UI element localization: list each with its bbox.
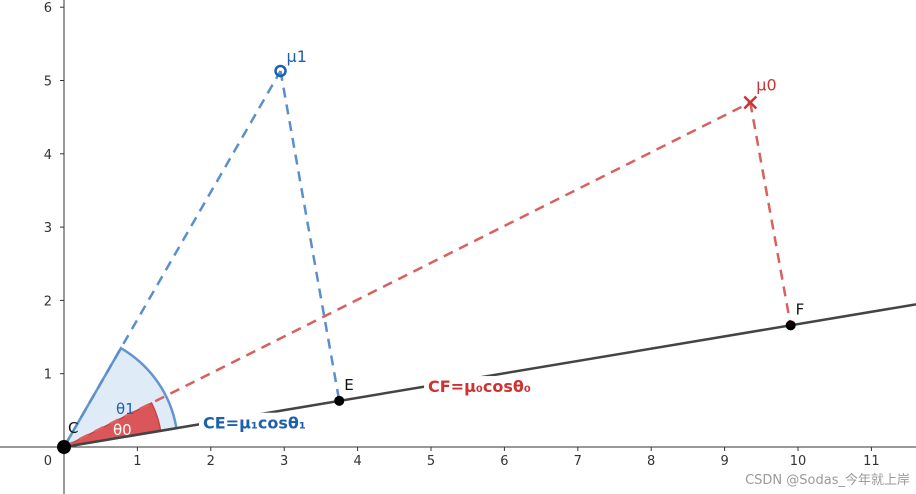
watermark: CSDN @Sodas_今年就上岸 xyxy=(745,473,910,488)
label-c: C xyxy=(68,419,78,437)
formula-ce-background xyxy=(199,412,310,434)
x-tick-label: 9 xyxy=(720,454,728,469)
x-tick-label: 0 xyxy=(44,454,52,469)
formula-cf-background xyxy=(424,376,535,398)
vector-c-to-mu1 xyxy=(62,70,282,448)
x-tick-labels: 0 1 2 3 4 5 6 7 8 9 10 11 xyxy=(44,447,880,469)
point-f xyxy=(785,320,796,331)
formula-cf: CF=μ₀cosθ₀ xyxy=(428,377,531,396)
y-tick-label: 4 xyxy=(44,148,52,163)
x-tick-label: 4 xyxy=(353,454,361,469)
x-tick-label: 5 xyxy=(427,454,435,469)
x-tick-label: 6 xyxy=(500,454,508,469)
x-tick-label: 7 xyxy=(574,454,582,469)
x-tick-label: 3 xyxy=(280,454,288,469)
point-mu1-circle-marker xyxy=(274,64,287,78)
cross-stroke xyxy=(743,95,758,110)
x-tick-label: 10 xyxy=(790,454,807,469)
point-mu0-cross-marker xyxy=(743,95,758,110)
x-tick-label: 2 xyxy=(207,454,215,469)
x-tick-label: 1 xyxy=(133,454,141,469)
y-tick-label: 2 xyxy=(44,294,52,309)
perpendicular-mu1-to-e xyxy=(279,70,341,402)
label-e: E xyxy=(344,376,353,394)
label-mu1: μ1 xyxy=(287,47,307,66)
label-theta0: θ0 xyxy=(113,421,132,439)
vector-c-to-mu0 xyxy=(63,101,751,449)
label-theta1: θ1 xyxy=(116,400,135,418)
perpendicular-mu0-to-f xyxy=(749,102,792,326)
label-mu0: μ0 xyxy=(756,75,776,94)
point-c xyxy=(57,440,71,454)
point-e xyxy=(334,395,345,406)
x-tick-label: 11 xyxy=(863,454,880,469)
x-tick-label: 8 xyxy=(647,454,655,469)
y-tick-label: 3 xyxy=(44,221,52,236)
y-tick-label: 5 xyxy=(44,75,52,90)
y-tick-labels: 1 2 3 4 5 6 xyxy=(44,1,64,383)
formula-ce: CE=μ₁cosθ₁ xyxy=(203,414,306,433)
label-f: F xyxy=(796,300,805,318)
y-tick-label: 6 xyxy=(44,1,52,16)
y-tick-label: 1 xyxy=(44,368,52,383)
